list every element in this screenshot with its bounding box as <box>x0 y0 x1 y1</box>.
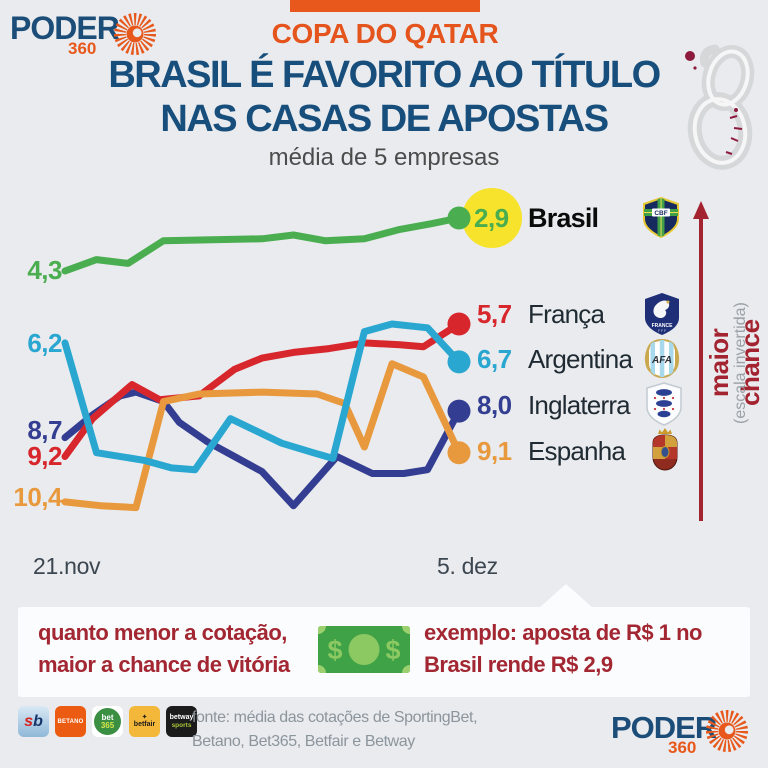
end-value-argentina: 6,7 <box>477 344 512 374</box>
page-title-line2: NAS CASAS DE APOSTAS <box>160 98 609 140</box>
endpoint-dot-França <box>447 312 471 336</box>
inverted-scale-arrow <box>693 201 709 521</box>
start-value-brasil: 4,3 <box>27 255 62 285</box>
start-value-franca: 9,2 <box>27 441 62 471</box>
endpoint-dot-Espanha <box>447 441 471 465</box>
brand-sub: 360 <box>68 39 97 58</box>
start-value-inglaterra: 8,7 <box>27 415 62 445</box>
page-title-line1: BRASIL É FAVORITO AO TÍTULO <box>108 54 661 96</box>
bookmaker-logos: sb BETANO bet 365 ✦ betfair betway sport… <box>18 706 197 737</box>
callout-right-line1: exemplo: aposta de R$ 1 no <box>424 620 702 645</box>
start-value-argentina: 6,2 <box>27 328 62 358</box>
dollar-bill-icon: $ $ <box>318 626 410 673</box>
brand-sub-bottom: 360 <box>668 738 697 757</box>
argentina-afa-crest-icon: AFA <box>644 339 680 379</box>
source-line1: fonte: média das cotações de SportingBet… <box>192 709 478 726</box>
england-crest-icon <box>646 382 682 426</box>
svg-text:CBF: CBF <box>654 210 667 217</box>
betway-logo-icon: betway sports <box>166 706 197 737</box>
kicker: COPA DO QATAR <box>271 18 499 49</box>
series-name-franca: França <box>528 299 605 329</box>
end-value-inglaterra: 8,0 <box>477 390 512 420</box>
line-Espanha <box>61 360 463 512</box>
bet365-logo-icon: bet 365 <box>92 706 123 737</box>
betano-logo-icon: BETANO <box>55 706 86 737</box>
svg-text:FRANCE: FRANCE <box>652 323 673 329</box>
accent-bar <box>290 0 480 12</box>
svg-text:$: $ <box>327 635 342 665</box>
end-value-brasil: 2,9 <box>474 203 509 233</box>
svg-text:AFA: AFA <box>651 355 672 366</box>
endpoint-dot-Brasil <box>447 206 471 230</box>
svg-text:F F F: F F F <box>658 329 666 333</box>
line-Inglaterra <box>61 388 463 510</box>
brazil-cbf-crest-icon: CBF <box>643 196 679 239</box>
x-axis-end-label: 5. dez <box>437 553 498 579</box>
callout-right-line2: Brasil rende R$ 2,9 <box>424 652 613 677</box>
qatar-2022-emblem-icon <box>685 30 755 170</box>
x-axis-start-label: 21.nov <box>33 553 101 579</box>
series-name-brasil: Brasil <box>528 203 599 233</box>
callout-notch <box>539 584 593 608</box>
line-Argentina <box>61 320 463 474</box>
france-crest-icon: FRANCE F F F <box>645 293 679 335</box>
line-França <box>61 320 463 460</box>
svg-text:$: $ <box>385 635 400 665</box>
end-value-espanha: 9,1 <box>477 436 512 466</box>
source-note: fonte: média das cotações de SportingBet… <box>192 706 478 754</box>
end-value-franca: 5,7 <box>477 299 512 329</box>
poder360-logo-bottom: PODER 360 <box>611 702 761 758</box>
poder360-logo-top: PODER 360 <box>10 6 170 58</box>
series-name-argentina: Argentina <box>528 344 633 374</box>
odds-lines <box>61 188 522 512</box>
brand-name: PODER <box>10 10 120 46</box>
betfair-logo-icon: ✦ betfair <box>129 706 160 737</box>
callout-left-text: quanto menor a cotação, maior a chance d… <box>38 617 290 681</box>
line-Brasil <box>61 214 463 275</box>
endpoint-dot-Inglaterra <box>447 399 471 423</box>
source-line2: Betano, Bet365, Betfair e Betway <box>192 733 415 750</box>
scale-subnote: (escala invertida) <box>732 302 749 425</box>
callout-right-text: exemplo: aposta de R$ 1 no Brasil rende … <box>424 617 702 681</box>
callout-left-line1: quanto menor a cotação, <box>38 620 287 645</box>
sportingbet-logo-icon: sb <box>18 706 49 737</box>
spain-crest-icon <box>652 428 678 471</box>
endpoint-dot-Argentina <box>447 350 471 374</box>
brand-name-bottom: PODER <box>611 710 717 745</box>
start-value-espanha: 10,4 <box>13 482 62 512</box>
series-name-inglaterra: Inglaterra <box>528 390 631 420</box>
callout-left-line2: maior a chance de vitória <box>38 652 290 677</box>
brasil-highlight-circle <box>462 188 522 248</box>
series-name-espanha: Espanha <box>528 436 626 466</box>
subtitle: média de 5 empresas <box>268 144 500 171</box>
